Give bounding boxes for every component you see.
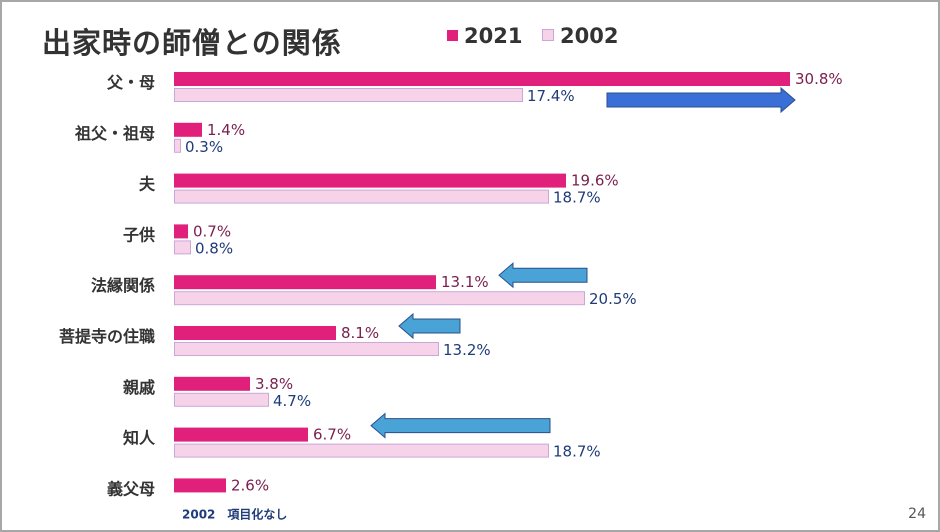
category-label: 子供 [123,225,155,244]
category-label: 夫 [139,175,156,194]
category-label: 祖父・祖母 [74,124,155,143]
data-label-2002: 0.3% [185,138,223,156]
data-label-2002: 0.8% [195,239,233,257]
legend-label-2002: 2002 [560,24,619,48]
data-label-2002: 13.2% [443,341,491,359]
bar-2021 [174,122,202,137]
legend-swatch-2021 [447,30,458,41]
bar-2021 [174,326,336,340]
data-label-2021: 2.6% [231,476,269,494]
bar-2021 [174,478,226,493]
data-label-2002: 4.7% [273,392,311,410]
data-label-2021: 19.6% [571,172,619,190]
legend-swatch-2002 [542,29,554,41]
data-label-2002: 17.4% [527,87,575,105]
trend-arrow-left-icon [398,312,461,340]
note-no-2002-item: 2002 項目化なし [182,506,287,521]
trend-arrow-left-icon [370,412,551,439]
data-label-2002: 18.7% [553,443,601,461]
category-label: 法縁関係 [91,276,155,295]
data-label-2002: 20.5% [589,290,637,308]
bar-2002 [174,138,181,153]
category-label: 知人 [123,429,156,448]
data-label-2021: 1.4% [207,121,245,139]
bar-2021 [174,275,436,290]
bar-2021 [174,224,188,239]
bar-2021 [174,376,250,391]
bar-2002 [174,189,549,204]
data-label-2021: 0.7% [193,222,231,240]
data-label-2021: 8.1% [341,324,379,342]
data-label-2021: 3.8% [255,375,293,393]
category-label: 父・母 [106,73,155,92]
category-label: 親戚 [123,378,155,397]
trend-arrow-right-icon [606,86,796,114]
category-label: 菩提寺の住職 [59,327,155,346]
bar-2002 [174,240,191,255]
bar-2002 [174,88,523,102]
page-number: 24 [908,506,926,522]
bar-2021 [174,427,308,442]
bar-2002 [174,342,439,356]
bar-2002 [174,291,585,306]
chart-title: 出家時の師僧との関係 [42,26,342,60]
data-label-2021: 6.7% [313,426,351,444]
data-label-2002: 18.7% [553,189,601,207]
trend-arrow-left-icon [498,262,588,289]
bar-2021 [174,173,566,188]
category-label: 義父母 [107,479,155,498]
legend-item-2002: 2002 [542,24,618,48]
data-label-2021: 30.8% [795,70,843,88]
legend-label-2021: 2021 [464,24,523,48]
data-label-2021: 13.1% [441,273,489,291]
legend-item-2021: 2021 [447,24,522,48]
bar-2002 [174,392,269,407]
bar-2021 [174,72,790,86]
bar-2002 [174,443,549,458]
